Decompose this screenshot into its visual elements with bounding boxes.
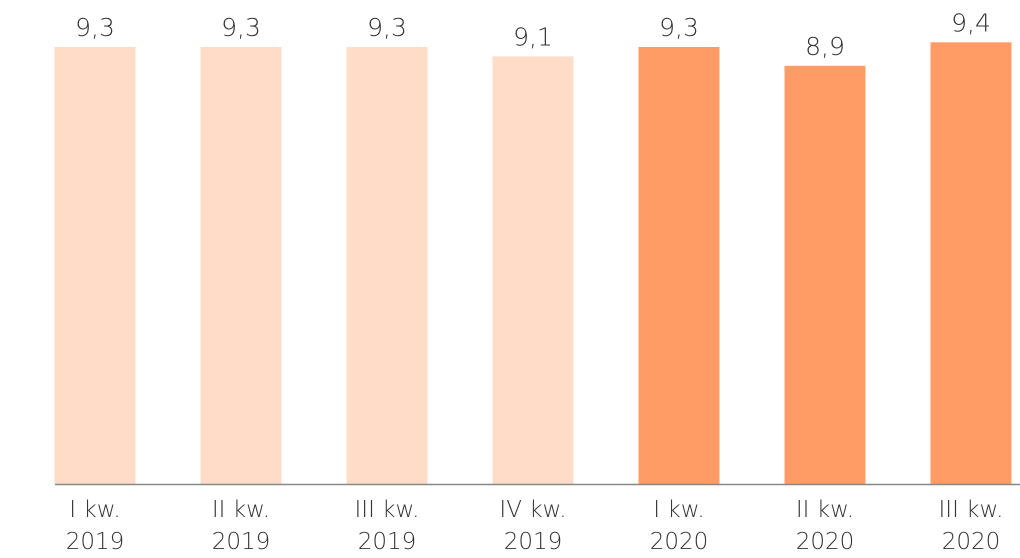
bar	[346, 46, 428, 484]
bar	[492, 56, 574, 485]
bar	[638, 46, 720, 484]
bar	[54, 46, 136, 484]
x-tick-label: II kw. 2019	[211, 497, 271, 555]
x-tick-label: III kw. 2019	[354, 497, 420, 555]
value-label: 9,3	[367, 13, 407, 42]
x-tick-label: I kw. 2019	[65, 497, 125, 555]
value-label: 9,3	[75, 13, 115, 42]
bar	[784, 65, 866, 484]
value-label: 9,4	[951, 8, 991, 37]
value-label: 9,3	[659, 13, 699, 42]
bar	[200, 46, 282, 484]
x-tick-label: I kw. 2020	[649, 497, 709, 555]
value-label: 9,1	[513, 22, 553, 51]
x-tick-label: IV kw. 2019	[499, 497, 567, 555]
x-tick-label: III kw. 2020	[938, 497, 1004, 555]
bar	[930, 42, 1012, 485]
value-label: 8,9	[805, 32, 845, 61]
x-tick-label: II kw. 2020	[795, 497, 855, 555]
value-label: 9,3	[221, 13, 261, 42]
